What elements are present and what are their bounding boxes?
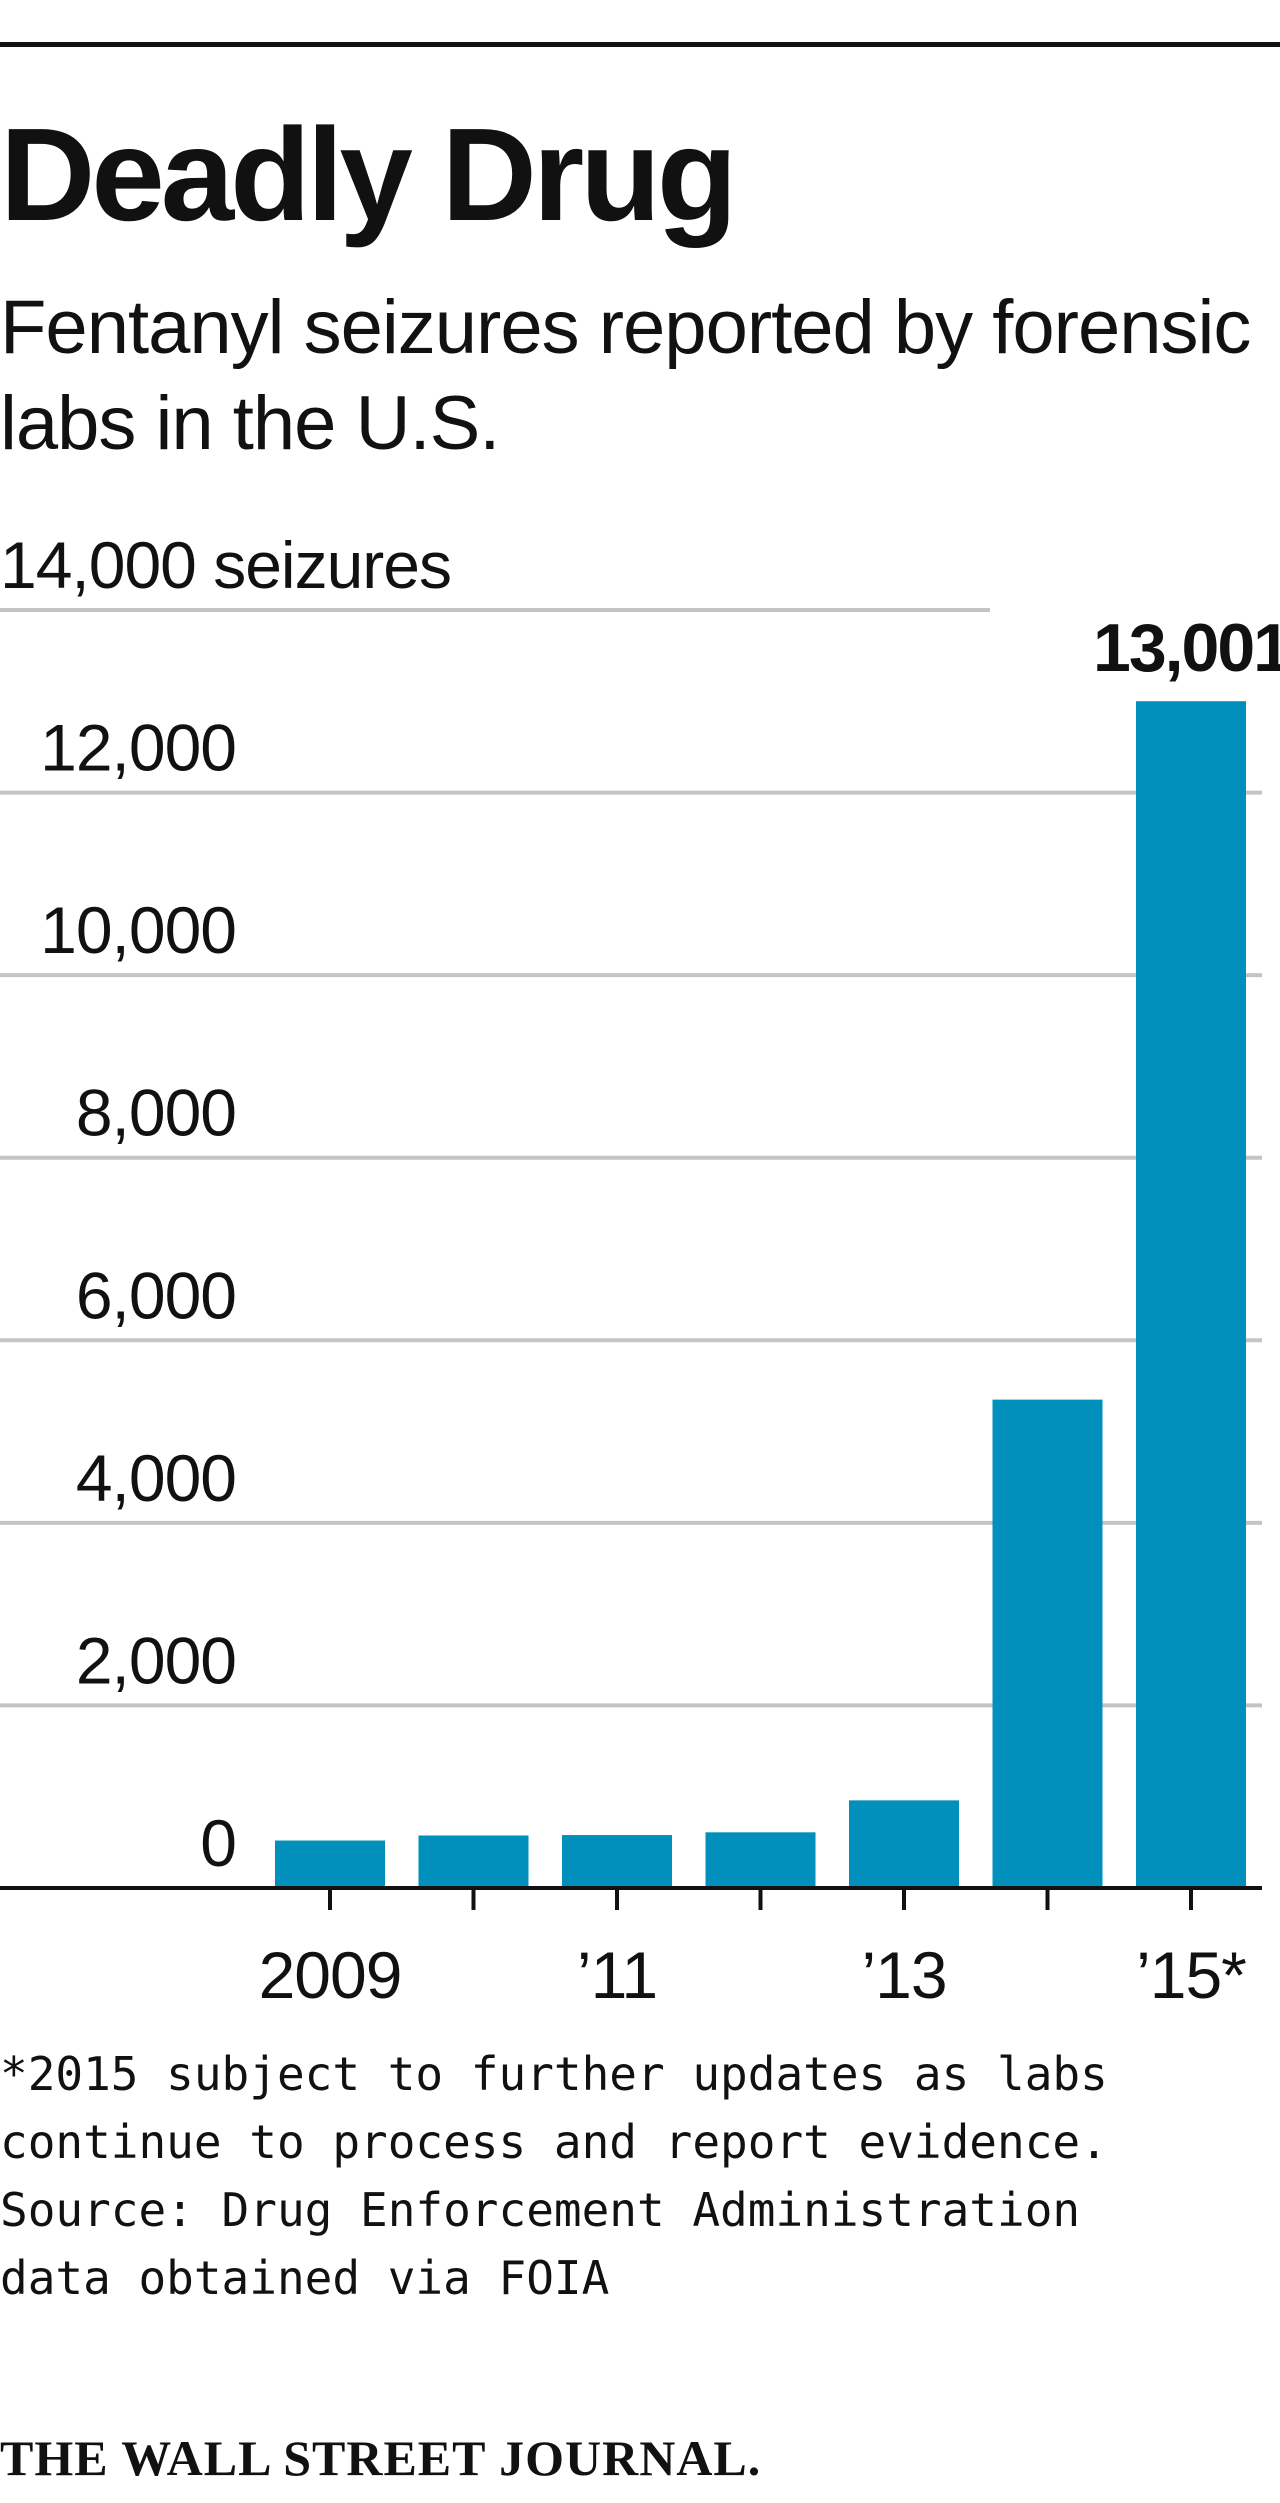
bar-chart: 0 2,000 4,000 6,000 8,000 10,000 12,000 14,000 … bbox=[0, 528, 1280, 2012]
bar-2015 bbox=[1136, 701, 1246, 1888]
x-tick-label: ’13 bbox=[861, 1938, 946, 2012]
y-tick-label: 14,000 seizures bbox=[0, 528, 451, 602]
y-tick-label: 4,000 bbox=[76, 1441, 236, 1515]
bar-2009 bbox=[275, 1840, 385, 1888]
footnote: *2015 subject to further updates as labs… bbox=[0, 2040, 1270, 2312]
chart-title: Deadly Drug bbox=[0, 101, 737, 248]
top-rule bbox=[0, 42, 1280, 47]
y-tick-label: 12,000 bbox=[40, 711, 236, 785]
y-tick-label: 8,000 bbox=[76, 1076, 236, 1150]
footnote-line: *2015 subject to further updates as labs bbox=[0, 2047, 1108, 2101]
bar-2011 bbox=[562, 1835, 672, 1888]
chart-subtitle: Fentanyl seizures reported by forensic l… bbox=[0, 285, 1251, 466]
source-line: data obtained via FOIA bbox=[0, 2251, 610, 2305]
bar-2014 bbox=[992, 1399, 1103, 1888]
bar-2013 bbox=[849, 1800, 959, 1888]
y-tick-label: 10,000 bbox=[40, 893, 236, 967]
x-tick-label: ’11 bbox=[577, 1938, 657, 2012]
y-tick-label: 2,000 bbox=[76, 1623, 236, 1697]
x-tick-label: ’15* bbox=[1136, 1938, 1246, 2012]
bar-2010 bbox=[418, 1835, 529, 1888]
publisher-credit: THE WALL STREET JOURNAL. bbox=[0, 2430, 762, 2486]
y-tick-label: 6,000 bbox=[76, 1258, 236, 1332]
y-tick-label: 0 bbox=[200, 1806, 236, 1880]
data-label-2015: 13,001 bbox=[1093, 610, 1280, 686]
x-tick-label: 2009 bbox=[259, 1938, 402, 2012]
bar-2012 bbox=[705, 1832, 816, 1888]
footnote-line: continue to process and report evidence. bbox=[0, 2115, 1108, 2169]
source-line: Source: Drug Enforcement Administration bbox=[0, 2183, 1081, 2237]
